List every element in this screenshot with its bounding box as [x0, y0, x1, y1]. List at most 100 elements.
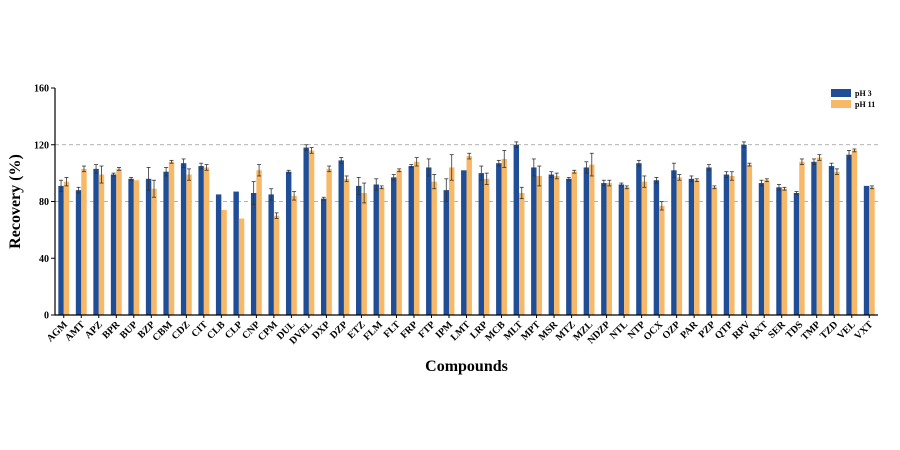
bar-RXT-ph11	[764, 180, 770, 315]
bar-AGM-ph3	[58, 185, 64, 315]
bar-NTP-ph3	[636, 163, 642, 315]
bar-IPM-ph3	[443, 190, 449, 315]
bar-ETZ-ph3	[356, 185, 362, 315]
error-bar	[152, 179, 157, 198]
error-bar	[642, 175, 647, 188]
error-bar	[764, 178, 769, 183]
bar-APZ-ph11	[98, 174, 105, 315]
error-bar	[274, 212, 279, 219]
x-tick-label: DXP	[310, 319, 332, 341]
bar-DZP-ph11	[343, 178, 350, 315]
error-bar	[607, 179, 612, 187]
bar-DVEL-ph11	[308, 150, 315, 315]
error-bar	[99, 165, 104, 184]
bar-CDZ-ph3	[180, 163, 187, 315]
x-tick-label: TMP	[799, 319, 822, 342]
bar-QTP-ph3	[723, 174, 730, 315]
bar-BPR-ph3	[110, 174, 117, 315]
bar-FRP-ph11	[413, 161, 420, 315]
legend-swatch-ph11	[831, 100, 851, 108]
error-bar	[706, 164, 711, 171]
error-bar	[309, 147, 314, 154]
bar-CLB-ph3	[215, 194, 222, 315]
error-bar	[409, 164, 414, 168]
x-tick-label: CDZ	[170, 319, 193, 342]
error-bar	[689, 175, 694, 183]
error-bar	[514, 141, 519, 148]
bar-NDZP-ph3	[601, 183, 607, 315]
legend: pH 3 pH 11	[831, 89, 875, 109]
x-tick-label: PAR	[678, 319, 700, 341]
error-bar	[847, 150, 852, 160]
bar-CLP-ph3	[233, 191, 239, 315]
error-bar	[502, 150, 507, 168]
error-bar	[64, 176, 69, 187]
y-tick-label: 0	[44, 311, 49, 322]
x-tick-label: PZP	[697, 319, 718, 340]
bar-TDS-ph3	[793, 192, 800, 315]
bar-MTZ-ph3	[566, 178, 572, 315]
bar-TZD-ph11	[834, 171, 840, 315]
bar-CIT-ph11	[203, 167, 210, 315]
error-bar	[852, 148, 857, 153]
error-bar	[869, 185, 874, 190]
x-tick-label: BUP	[118, 319, 140, 341]
error-bar	[554, 172, 559, 180]
bar-NDZP-ph11	[606, 183, 613, 315]
error-bar	[117, 167, 122, 171]
error-bar	[251, 181, 256, 205]
x-tick-label: TZD	[818, 319, 840, 341]
bar-RXT-ph3	[758, 183, 765, 315]
error-bar	[654, 176, 659, 184]
error-bar	[624, 185, 629, 190]
x-tick-label: VEL	[836, 319, 859, 342]
error-bar	[572, 169, 577, 174]
y-axis-title: Recovery (%)	[7, 154, 24, 249]
bar-NTP-ph11	[641, 181, 648, 315]
bar-VEL-ph3	[846, 154, 852, 315]
bar-FLT-ph3	[391, 177, 397, 315]
bar-DUL-ph11	[291, 195, 297, 315]
bar-CBM-ph3	[163, 171, 169, 315]
y-tick-label: 160	[34, 84, 49, 95]
bar-RPV-ph11	[746, 164, 753, 315]
error-bar	[817, 154, 822, 161]
error-bar	[479, 165, 484, 181]
bar-VXT-ph11	[869, 187, 875, 315]
error-bar	[747, 162, 752, 167]
error-bar	[292, 191, 297, 201]
error-bar	[549, 171, 554, 178]
error-bar	[286, 169, 291, 174]
bar-CIT-ph3	[198, 166, 204, 315]
error-bar	[356, 176, 361, 195]
bar-TZD-ph3	[828, 166, 835, 315]
error-bar	[344, 175, 349, 183]
error-bar	[677, 174, 682, 181]
error-bar	[531, 158, 536, 177]
error-bar	[59, 179, 64, 192]
bar-MLT-ph11	[519, 192, 525, 315]
error-bar	[834, 168, 839, 175]
error-bar	[584, 161, 589, 174]
error-bar	[269, 188, 274, 201]
error-bar	[304, 144, 309, 151]
error-bar	[741, 141, 746, 148]
x-tick-label: RXT	[748, 319, 771, 342]
bar-VEL-ph11	[851, 150, 858, 315]
bar-CBM-ph11	[168, 161, 175, 315]
x-tick-label: DZP	[328, 319, 350, 341]
x-tick-label: FRP	[399, 319, 421, 341]
bar-LRP-ph11	[484, 178, 490, 315]
bar-TMP-ph3	[811, 161, 817, 315]
x-tick-label: FLT	[382, 319, 403, 340]
bar-TMP-ph11	[816, 157, 823, 315]
error-bar	[759, 179, 764, 187]
error-bar	[636, 159, 641, 167]
error-bar	[694, 178, 699, 183]
error-bar	[811, 158, 816, 166]
bar-OZP-ph11	[676, 177, 683, 315]
bar-CLB-ph11	[221, 210, 227, 315]
error-bar	[327, 165, 332, 173]
error-bar	[181, 158, 186, 168]
bar-CPM-ph3	[268, 194, 274, 315]
